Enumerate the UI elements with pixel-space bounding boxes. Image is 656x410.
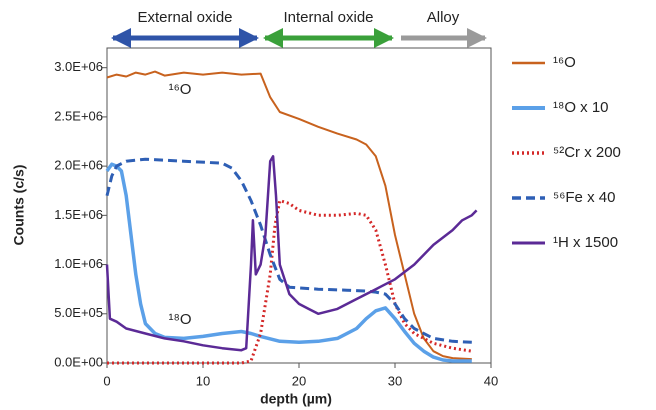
y-tick-label: 1.0E+06 (54, 256, 103, 271)
plot-frame (106, 47, 492, 364)
region-label: Internal oxide (283, 9, 373, 26)
legend-label: ¹H x 1500 (553, 234, 618, 251)
legend-label: ¹⁶O (553, 54, 576, 71)
annotation: ¹⁶O (169, 81, 192, 98)
x-tick-label: 0 (103, 373, 110, 388)
y-tick-label: 3.0E+06 (54, 59, 103, 74)
series-line (105, 155, 478, 352)
legend-label: ⁵²Cr x 200 (553, 144, 621, 161)
annotation: ¹⁸O (169, 311, 192, 328)
series-line (107, 199, 473, 365)
x-tick-label: 10 (196, 373, 210, 388)
region-label: Alloy (427, 9, 460, 26)
y-tick-label: 0.0E+00 (54, 354, 103, 369)
x-axis-label: depth (µm) (260, 391, 332, 407)
region-label: External oxide (137, 9, 232, 26)
x-tick-label: 40 (484, 373, 498, 388)
x-tick-label: 20 (292, 373, 306, 388)
legend-label: ⁵⁶Fe x 40 (553, 189, 615, 206)
y-tick-label: 2.0E+06 (54, 158, 103, 173)
y-tick-label: 5.0E+05 (54, 305, 103, 320)
series-line (105, 157, 472, 344)
series-line (106, 70, 472, 361)
y-tick-label: 2.5E+06 (54, 108, 103, 123)
y-tick-label: 1.5E+06 (54, 207, 103, 222)
legend-label: ¹⁸O x 10 (553, 99, 609, 116)
y-axis-label: Counts (c/s) (11, 165, 27, 246)
x-tick-label: 30 (388, 373, 402, 388)
